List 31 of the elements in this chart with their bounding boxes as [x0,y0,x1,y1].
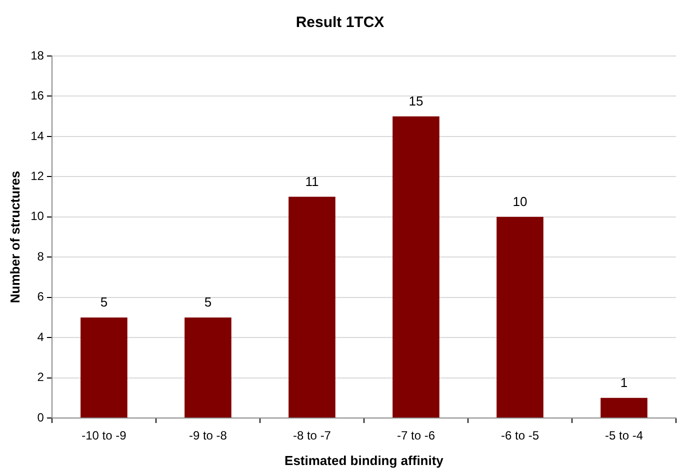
y-tick-label: 14 [30,128,44,143]
x-tick-label: -5 to -4 [604,428,644,443]
data-label: 5 [100,294,108,310]
x-tick-label: -7 to -6 [396,428,436,443]
data-label: 5 [204,294,212,310]
chart-title: Result 1TCX [296,14,384,32]
bar [392,116,440,418]
y-tick-label: 6 [37,290,44,304]
x-tick-label: -6 to -5 [500,428,540,443]
x-tick-label: -8 to -7 [292,428,332,443]
x-axis-title: Estimated binding affinity [284,452,444,468]
bar [184,317,232,418]
y-tick-label: 0 [37,410,44,424]
bar [80,317,128,418]
x-tick-label: -10 to -9 [82,428,127,443]
y-axis-title: Number of structures [7,170,22,304]
data-label: 15 [408,93,424,108]
data-label: 11 [305,174,319,189]
y-tick-label: 4 [37,330,44,344]
x-tick-label: -9 to -8 [188,428,228,443]
data-label: 1 [620,374,628,390]
bar [288,196,336,418]
y-tick-label: 2 [37,370,44,384]
y-tick-label: 18 [30,48,44,62]
y-tick-label: 16 [30,88,44,103]
y-tick-label: 8 [37,249,44,264]
data-label: 10 [512,194,528,209]
bar [600,398,648,418]
bar [496,216,544,418]
y-tick-label: 12 [30,168,44,183]
y-tick-label: 10 [30,209,44,224]
